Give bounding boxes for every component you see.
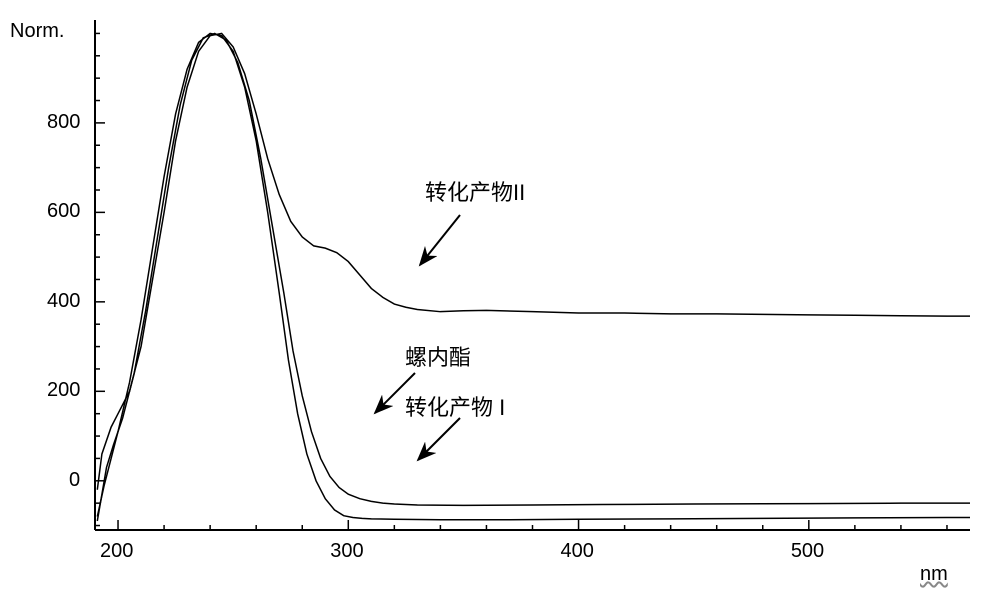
spectrum-chart [0, 0, 1000, 600]
y-tick-label: 0 [69, 469, 80, 492]
x-tick-label: 500 [791, 540, 824, 563]
series-转化产物I [97, 33, 970, 519]
chart-container: Norm. nm 转化产物II 螺内酯 转化产物 I 200 300 400 500 0… [0, 0, 1000, 600]
series-转化产物II [97, 33, 970, 489]
y-tick-label: 600 [47, 200, 80, 223]
x-axis-label: nm [920, 563, 948, 586]
转化产物I-label-arrow [418, 418, 460, 460]
y-tick-label: 400 [47, 290, 80, 313]
series-螺内酯 [97, 33, 970, 521]
转化产物II-label-arrow [420, 215, 460, 265]
y-axis-label: Norm. [10, 20, 64, 43]
y-tick-label: 200 [47, 379, 80, 402]
x-tick-label: 400 [561, 540, 594, 563]
annotation-product-2: 转化产物II [425, 175, 525, 207]
annotation-product-1: 转化产物 I [405, 390, 505, 422]
x-tick-label: 300 [330, 540, 363, 563]
annotation-spironolactone: 螺内酯 [405, 340, 471, 372]
x-tick-label: 200 [100, 540, 133, 563]
y-tick-label: 800 [47, 111, 80, 134]
